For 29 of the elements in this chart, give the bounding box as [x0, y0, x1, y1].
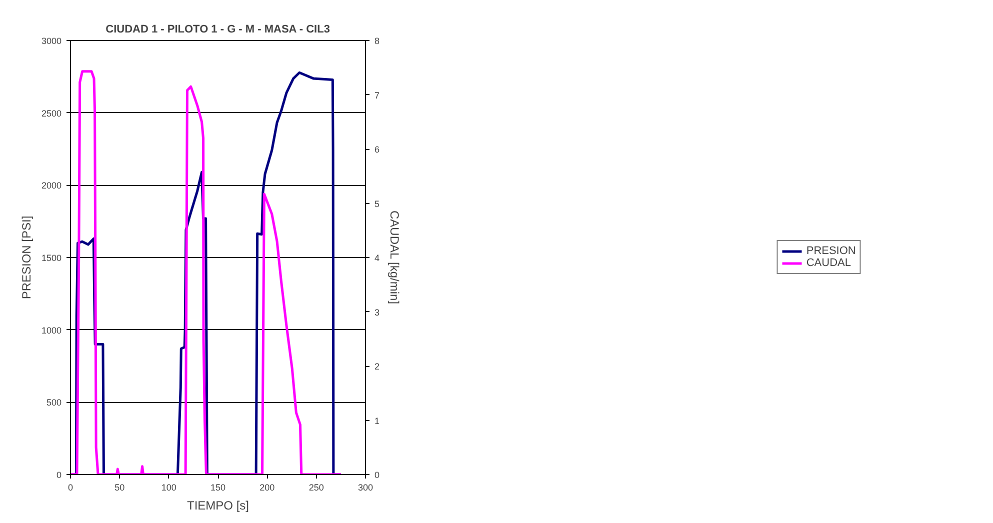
y2-tick-label: 4 — [374, 253, 380, 263]
y2-tick-label: 3 — [374, 307, 380, 318]
x-tick-label: 300 — [358, 482, 374, 492]
legend-label: CAUDAL — [806, 257, 851, 269]
y-tick-label: 1500 — [41, 253, 62, 263]
y-axis-title: PRESION [PSI] — [19, 216, 34, 300]
y2-tick-label: 5 — [374, 198, 380, 209]
x-tick-label: 0 — [68, 482, 74, 492]
x-axis-title: TIEMPO [s] — [187, 498, 250, 512]
y2-tick-label: 0 — [374, 470, 380, 480]
x-tick-label: 150 — [210, 482, 226, 492]
x-tick-label: 200 — [260, 482, 275, 492]
y2-tick-label: 8 — [374, 36, 380, 46]
y2-tick-label: 7 — [374, 90, 380, 100]
x-tick-label: 50 — [114, 482, 125, 492]
y-tick-label: 0 — [56, 470, 62, 480]
y2-axis-title: CAUDAL [kg/min] — [388, 210, 402, 304]
y-tick-label: 500 — [46, 398, 62, 408]
x-tick-label: 250 — [308, 482, 324, 492]
y2-tick-label: 2 — [374, 362, 380, 372]
y-tick-label: 3000 — [41, 36, 62, 46]
y-tick-label: 1000 — [41, 325, 62, 336]
y2-tick-label: 1 — [374, 416, 380, 426]
y-tick-label: 2000 — [41, 180, 62, 191]
y-tick-label: 2500 — [41, 108, 62, 118]
y2-tick-label: 6 — [374, 144, 380, 154]
legend-label: PRESION — [806, 245, 856, 257]
x-tick-label: 100 — [161, 482, 176, 492]
chart-title: CIUDAD 1 - PILOTO 1 - G - M - MASA - CIL3 — [106, 24, 330, 36]
